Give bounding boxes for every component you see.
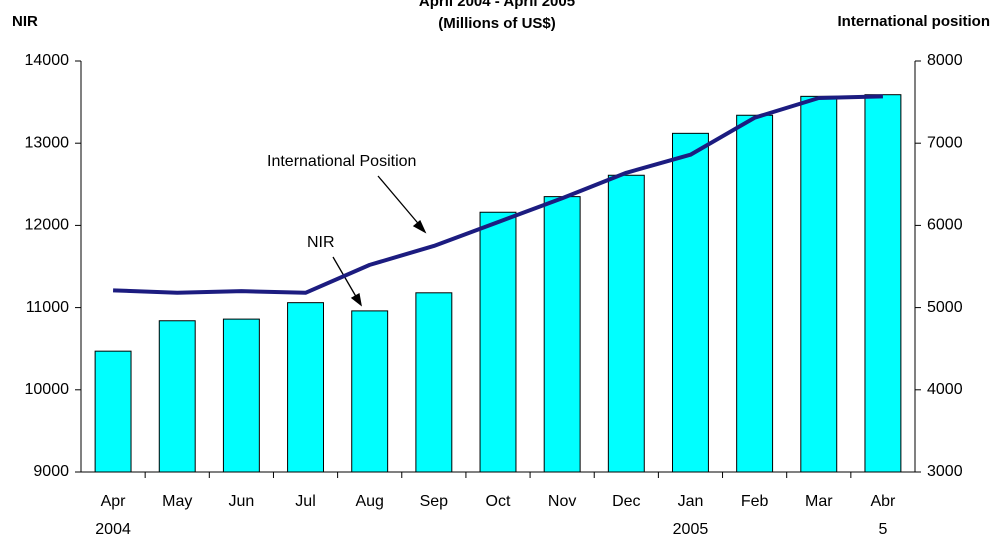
x-tick-label: Feb bbox=[741, 493, 769, 510]
y2-tick-label: 3000 bbox=[927, 463, 963, 480]
x-tick-label: Jan bbox=[678, 493, 704, 510]
y2-tick-label: 7000 bbox=[927, 134, 963, 151]
y-tick-label: 12000 bbox=[25, 217, 70, 234]
bar bbox=[800, 95, 838, 473]
x-tick-sublabel: 2004 bbox=[95, 521, 131, 537]
x-tick-label: Sep bbox=[420, 493, 449, 510]
bar bbox=[864, 94, 902, 473]
y2-axis-label: International position bbox=[838, 13, 991, 30]
bar bbox=[607, 174, 645, 473]
x-tick-sublabel: 2005 bbox=[673, 521, 709, 537]
bar bbox=[543, 196, 581, 473]
chart-subtitle: (Millions of US$) bbox=[438, 15, 556, 32]
bar bbox=[415, 292, 453, 473]
y2-tick-label: 5000 bbox=[927, 299, 963, 316]
x-tick-label: Dec bbox=[612, 493, 640, 510]
y-axis-label: NIR bbox=[12, 13, 38, 30]
x-tick-label: Apr bbox=[101, 493, 127, 510]
bar bbox=[671, 132, 709, 473]
x-tick-label: Aug bbox=[355, 493, 383, 510]
y2-tick-label: 8000 bbox=[927, 52, 963, 69]
bar bbox=[158, 320, 196, 473]
y-tick-label: 10000 bbox=[25, 381, 70, 398]
arrowhead bbox=[412, 219, 427, 234]
line bbox=[113, 94, 883, 295]
annotation: International Position bbox=[267, 153, 416, 170]
y2-tick-label: 6000 bbox=[927, 217, 963, 234]
x-tick-label: Jul bbox=[295, 493, 315, 510]
bar bbox=[287, 302, 325, 473]
x-tick-sublabel: 5 bbox=[878, 521, 887, 537]
bar bbox=[351, 310, 389, 473]
x-tick-label: Oct bbox=[486, 493, 511, 510]
arrowhead bbox=[350, 292, 362, 307]
x-tick-label: May bbox=[162, 493, 192, 510]
x-tick-label: Nov bbox=[548, 493, 576, 510]
bar bbox=[736, 114, 774, 473]
bar bbox=[222, 318, 260, 473]
chart-title: April 2004 - April 2005 bbox=[419, 0, 575, 10]
y-tick-label: 13000 bbox=[25, 134, 70, 151]
arrow bbox=[332, 256, 359, 301]
arrow bbox=[377, 175, 423, 229]
annotation: NIR bbox=[307, 234, 335, 251]
y-tick-label: 9000 bbox=[33, 463, 69, 480]
y-tick-label: 11000 bbox=[26, 299, 69, 316]
bar bbox=[479, 211, 517, 473]
bar bbox=[94, 350, 132, 473]
x-tick-label: Abr bbox=[870, 493, 896, 510]
annotation-arrows bbox=[332, 175, 427, 307]
y-tick-label: 14000 bbox=[25, 52, 70, 69]
x-tick-label: Jun bbox=[228, 493, 254, 510]
x-tick-label: Mar bbox=[805, 493, 833, 510]
y2-tick-label: 4000 bbox=[927, 381, 963, 398]
